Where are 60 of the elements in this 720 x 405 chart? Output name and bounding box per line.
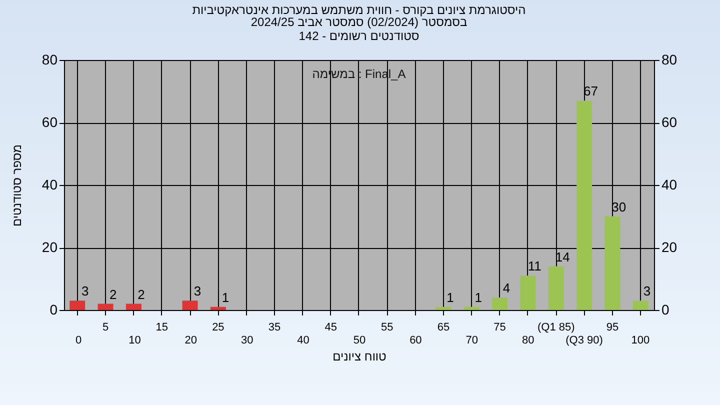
bar [98,304,114,310]
x-tick-label: 80 [522,334,534,346]
y2-tick-label: 40 [662,176,678,192]
bar [70,300,86,310]
x-tick-label: 15 [156,322,168,334]
data-label: 1 [222,290,230,305]
bar [210,306,226,310]
data-label: 30 [612,199,626,214]
y-tick-label: 60 [42,114,58,130]
x-tick-label: (Q3 90) [566,334,603,346]
x-tick-label: (Q1 85) [537,322,575,334]
x-tick-label: 100 [631,334,650,346]
x-tick-label: 65 [437,322,450,334]
x-tick-label: 5 [102,322,109,334]
x-tick-label: 60 [410,334,422,346]
y2-tick-label: 80 [662,52,678,68]
x-tick-label: 30 [240,334,254,346]
x-tick-label: 10 [128,334,141,346]
y-tick-label: 0 [50,302,58,318]
x-tick-label: 50 [353,334,366,346]
y2-tick-label: 60 [662,114,678,130]
bar [436,306,452,310]
x-axis-title: טווח ציונים [332,350,387,364]
chart-subtitle: בסמסטר (02/2024) סמסטר אביב 2024/25 סטודנטים רשומים - 142 [250,15,468,43]
bar [126,304,142,310]
data-label: 2 [138,286,145,302]
bar [604,216,620,310]
chart-title: היסטוגרמת ציונים בקורס - חווית משתמש במערכות אינטראקטיביות [192,3,526,17]
y-tick-label: 20 [42,239,58,255]
data-label: 3 [81,284,89,299]
data-label: 4 [502,280,510,296]
y-tick-label: 80 [42,52,58,68]
y2-tick-label: 0 [662,302,670,318]
data-label: 1 [474,290,482,305]
bar [492,298,508,310]
data-label: 11 [528,258,542,274]
y-tick-label: 40 [42,176,58,192]
bar [632,300,648,310]
y-axis-title: מספר סטודנטים [10,144,24,227]
y2-tick-label: 20 [662,239,678,255]
bar [548,266,564,310]
x-tick-label: 45 [324,322,337,334]
bar [464,306,480,310]
data-label: 3 [194,284,202,299]
x-tick-label: 35 [268,322,281,334]
bar [182,300,198,310]
x-tick-label: 40 [297,334,310,346]
x-tick-label: 55 [381,322,394,334]
x-tick-label: 95 [606,322,619,334]
data-label: 1 [446,290,454,305]
data-label: 3 [643,284,651,299]
x-tick-label: 25 [212,322,224,334]
x-tick-label: 70 [466,334,478,346]
x-tick-label: 20 [184,334,198,346]
data-label: 2 [110,286,117,302]
bar [520,276,536,310]
bar [576,100,592,310]
data-label: 14 [555,249,570,264]
x-tick-label: 0 [75,334,82,346]
x-tick-label: 75 [494,322,506,334]
